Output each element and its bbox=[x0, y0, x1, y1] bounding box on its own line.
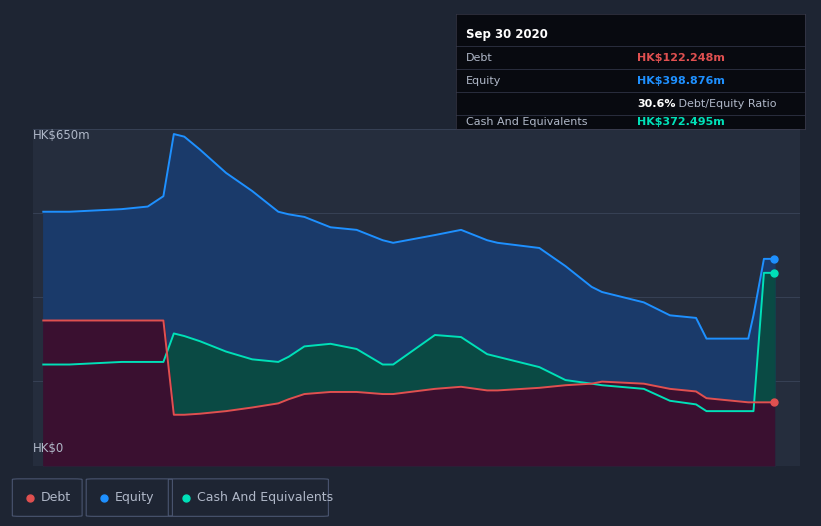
Text: HK$372.495m: HK$372.495m bbox=[637, 117, 725, 127]
Text: Debt/Equity Ratio: Debt/Equity Ratio bbox=[676, 99, 777, 109]
Text: HK$0: HK$0 bbox=[33, 442, 64, 455]
Text: Cash And Equivalents: Cash And Equivalents bbox=[466, 117, 588, 127]
Text: Debt: Debt bbox=[466, 53, 493, 63]
Text: Equity: Equity bbox=[466, 76, 502, 86]
Text: Sep 30 2020: Sep 30 2020 bbox=[466, 28, 548, 41]
Text: Debt: Debt bbox=[41, 491, 71, 504]
Text: HK$650m: HK$650m bbox=[33, 129, 90, 142]
Text: 30.6%: 30.6% bbox=[637, 99, 676, 109]
Text: HK$398.876m: HK$398.876m bbox=[637, 76, 725, 86]
Text: Equity: Equity bbox=[115, 491, 154, 504]
Text: HK$122.248m: HK$122.248m bbox=[637, 53, 725, 63]
Text: Cash And Equivalents: Cash And Equivalents bbox=[197, 491, 333, 504]
